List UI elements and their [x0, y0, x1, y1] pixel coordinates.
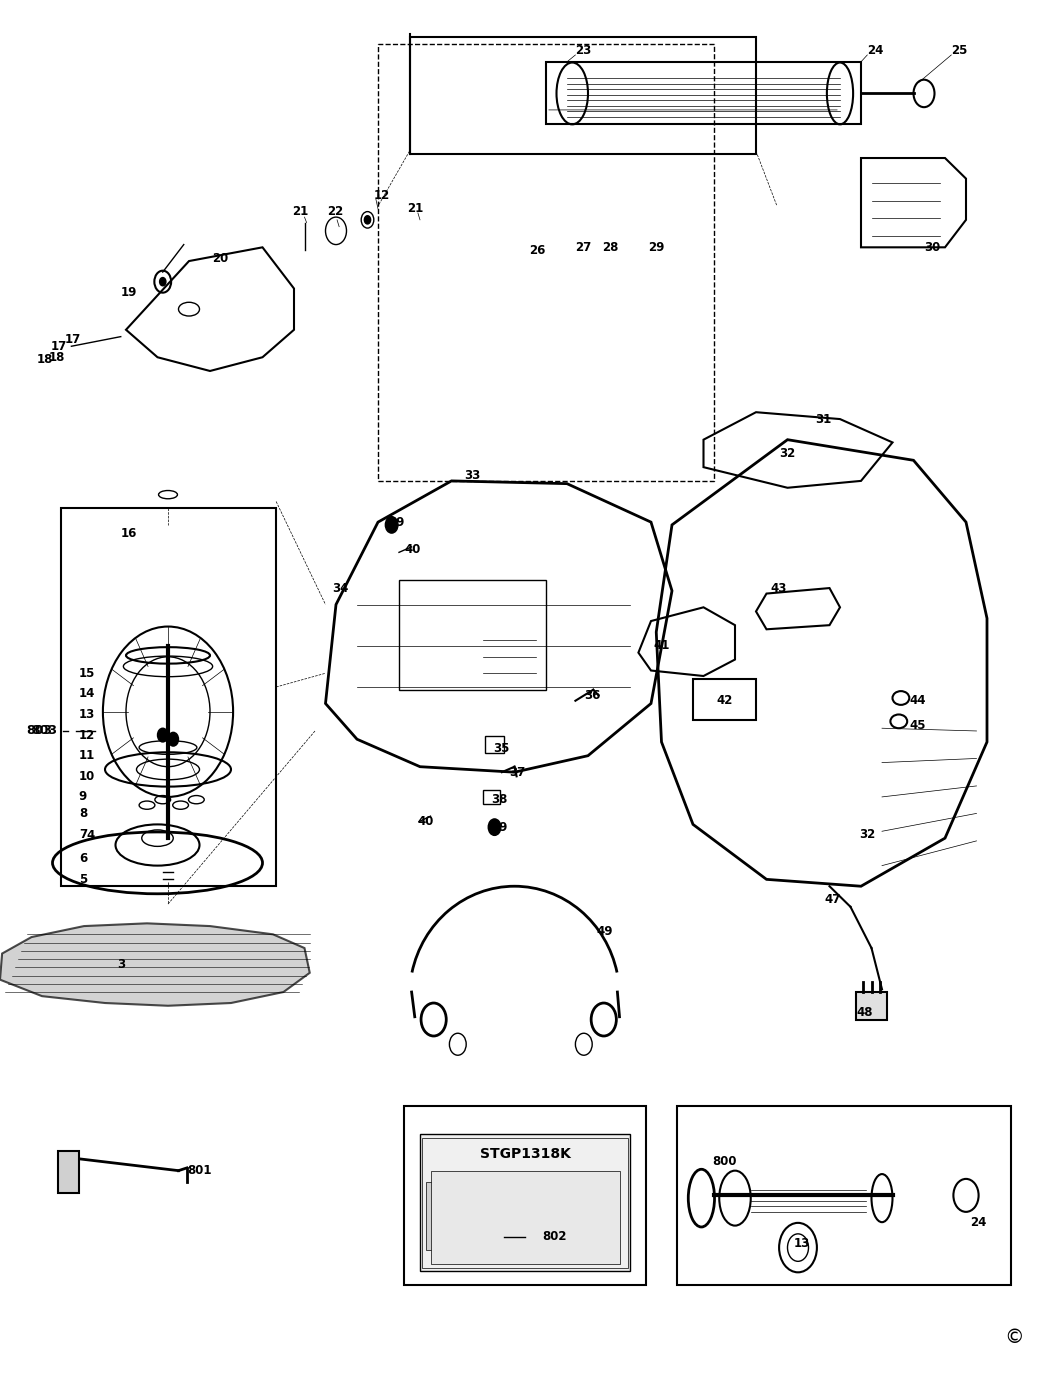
Text: ©: ©	[1004, 1327, 1024, 1347]
Text: 20: 20	[212, 251, 228, 265]
Text: 8: 8	[79, 807, 87, 820]
Text: 41: 41	[653, 639, 670, 653]
Text: 36: 36	[584, 688, 601, 702]
Bar	[61, 508, 276, 886]
Text: 44: 44	[909, 694, 926, 708]
Text: 34: 34	[332, 581, 349, 595]
Text: 5: 5	[79, 872, 87, 886]
Text: 12: 12	[374, 188, 390, 202]
Text: 37: 37	[509, 765, 525, 779]
Text: 43: 43	[771, 581, 788, 595]
Text: 17: 17	[50, 339, 66, 353]
Bar	[594, 1182, 610, 1250]
Bar	[378, 44, 714, 481]
Bar	[531, 1182, 547, 1250]
Bar	[468, 1182, 484, 1250]
Text: 49: 49	[596, 925, 613, 938]
Circle shape	[160, 278, 166, 286]
Bar	[404, 1106, 646, 1285]
Bar	[483, 790, 500, 804]
Bar	[693, 679, 756, 720]
Bar	[447, 1182, 463, 1250]
Text: 28: 28	[602, 240, 618, 254]
Circle shape	[385, 517, 398, 533]
Text: 42: 42	[716, 694, 733, 708]
Bar	[489, 1182, 505, 1250]
Text: 803: 803	[32, 724, 58, 738]
Text: 39: 39	[388, 515, 405, 529]
Text: 14: 14	[79, 687, 96, 701]
Text: 23: 23	[575, 44, 591, 58]
Text: 21: 21	[292, 205, 308, 218]
Bar	[856, 992, 887, 1020]
Text: 3: 3	[118, 958, 126, 971]
Text: 15: 15	[79, 666, 96, 680]
Text: 7: 7	[79, 827, 87, 841]
Text: 13: 13	[79, 708, 94, 721]
Text: 30: 30	[924, 240, 940, 254]
Bar	[420, 1134, 630, 1271]
Text: 19: 19	[121, 286, 138, 300]
Bar	[573, 1182, 589, 1250]
Text: 17: 17	[65, 333, 81, 346]
Text: 801: 801	[187, 1164, 211, 1178]
Text: 29: 29	[648, 240, 665, 254]
Text: 31: 31	[815, 412, 831, 426]
Bar	[510, 1182, 526, 1250]
Text: 22: 22	[328, 205, 343, 218]
Text: 802: 802	[542, 1230, 566, 1243]
Bar	[399, 580, 546, 690]
Text: 39: 39	[491, 820, 508, 834]
Text: 6: 6	[79, 852, 87, 866]
Bar	[426, 1182, 442, 1250]
Text: 13: 13	[794, 1237, 810, 1250]
Circle shape	[488, 819, 501, 835]
Text: 18: 18	[48, 350, 65, 364]
Text: 32: 32	[859, 827, 875, 841]
Text: 40: 40	[418, 815, 435, 829]
Text: 35: 35	[494, 742, 510, 756]
Bar	[410, 37, 756, 154]
Bar	[677, 1106, 1011, 1285]
Text: 33: 33	[464, 469, 480, 482]
Text: 16: 16	[121, 526, 138, 540]
Text: 11: 11	[79, 749, 94, 763]
Bar	[552, 1182, 568, 1250]
Text: 12: 12	[79, 728, 94, 742]
Polygon shape	[0, 923, 310, 1006]
Bar	[485, 736, 504, 753]
Text: 24: 24	[867, 44, 884, 58]
Text: 24: 24	[970, 1216, 987, 1230]
Bar	[422, 1138, 628, 1268]
Text: 800: 800	[712, 1154, 736, 1168]
Text: 48: 48	[857, 1006, 874, 1020]
Bar	[58, 1151, 79, 1193]
Text: 32: 32	[779, 447, 795, 460]
Text: 38: 38	[491, 793, 508, 807]
Text: STGP1318K: STGP1318K	[480, 1147, 570, 1161]
Bar	[430, 1171, 620, 1264]
Text: 25: 25	[951, 44, 968, 58]
Text: 4: 4	[86, 829, 94, 842]
Text: 18: 18	[37, 353, 54, 367]
Circle shape	[364, 216, 371, 224]
Text: 40: 40	[404, 543, 421, 556]
Text: 26: 26	[529, 243, 546, 257]
Text: 27: 27	[575, 240, 591, 254]
Text: 21: 21	[407, 202, 423, 216]
Circle shape	[158, 728, 168, 742]
Text: 9: 9	[79, 790, 87, 804]
Text: 47: 47	[824, 893, 841, 907]
Text: 45: 45	[909, 719, 926, 732]
Circle shape	[168, 732, 178, 746]
Text: 803: 803	[26, 724, 52, 738]
Text: 10: 10	[79, 769, 94, 783]
